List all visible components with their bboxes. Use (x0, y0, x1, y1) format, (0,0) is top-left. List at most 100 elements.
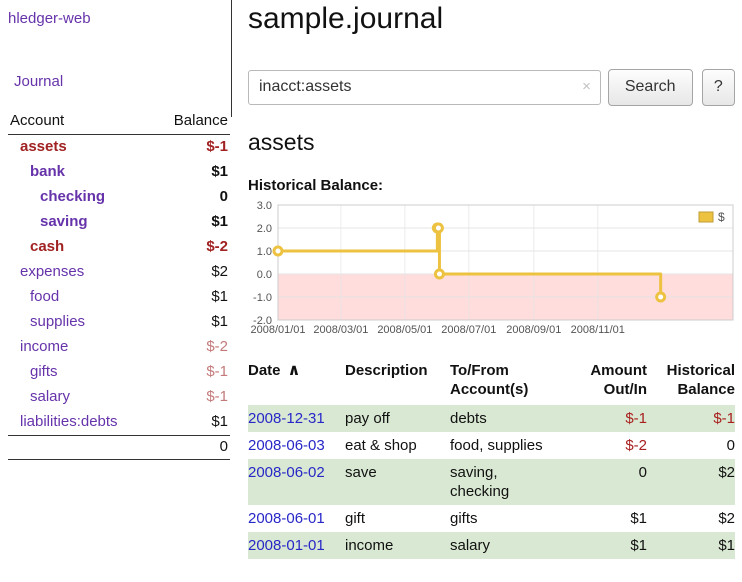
accounts-header-account: Account (8, 110, 155, 135)
transaction-date-link[interactable]: 2008-06-02 (248, 463, 325, 481)
account-link[interactable]: cash (30, 238, 65, 255)
account-link[interactable]: gifts (30, 363, 58, 380)
register-row: 2008-12-31 pay off debts $-1 $-1 (248, 404, 735, 432)
account-name-cell: liabilities:debts (8, 410, 155, 436)
register-header-balance: Historical Balance (666, 361, 735, 398)
account-name-cell: saving (8, 210, 155, 235)
register-description-cell: save (345, 463, 377, 481)
register-balance-cell: $2 (718, 463, 735, 481)
account-link[interactable]: assets (20, 138, 67, 155)
account-name-cell: gifts (8, 360, 155, 385)
register-date-cell: 2008-06-02 (248, 459, 345, 505)
account-link[interactable]: saving (40, 213, 88, 230)
register-accounts-cell: salary (450, 536, 491, 554)
clear-search-icon[interactable]: × (582, 77, 591, 95)
register-header-row: Date ∧ Description To/From Account(s) Amo… (248, 359, 735, 405)
historical-balance-chart[interactable]: $3.0 2.0 1.0 0.0 -1.0 -2.0 2008/01/01 2008/03/0… (248, 200, 735, 343)
register-row: 2008-06-03 eat & shop food, supplies $-2 0 (248, 432, 735, 459)
search-input[interactable] (249, 70, 572, 104)
accounts-header-row: Account Balance (8, 110, 230, 135)
account-balance: $-2 (206, 338, 228, 355)
register-row: 2008-01-01 income salary $1 $1 (248, 531, 735, 559)
register-header-accounts: To/From Account(s) (450, 361, 529, 398)
search-bar: × Search ? (248, 68, 735, 106)
account-name-cell: salary (8, 385, 155, 410)
journal-link[interactable]: Journal (14, 73, 64, 90)
account-link[interactable]: liabilities:debts (20, 413, 118, 430)
search-button[interactable]: Search (607, 68, 693, 106)
account-balance: $-1 (206, 138, 228, 155)
svg-text:0.0: 0.0 (257, 269, 272, 281)
account-link[interactable]: checking (40, 188, 106, 205)
account-balance: $1 (211, 163, 228, 180)
account-link[interactable]: expenses (20, 263, 85, 280)
register-balance-cell: $-1 (713, 409, 735, 427)
register-balance-cell: 0 (726, 436, 735, 454)
svg-text:2008/03/01: 2008/03/01 (313, 324, 368, 336)
svg-text:2008/05/01: 2008/05/01 (377, 324, 432, 336)
account-link[interactable]: supplies (30, 313, 86, 330)
register-balance-cell: $2 (718, 509, 735, 527)
register-header-date[interactable]: Date ∧ (248, 359, 345, 405)
register-accounts-cell: gifts (450, 509, 478, 527)
register-amount-cell: $-2 (625, 436, 647, 454)
svg-text:-1.0: -1.0 (253, 292, 272, 304)
svg-text:2008/09/01: 2008/09/01 (506, 324, 561, 336)
account-row: cash $-2 (8, 235, 230, 260)
account-name-cell: checking (8, 185, 155, 210)
transaction-date-link[interactable]: 2008-06-01 (248, 509, 325, 527)
account-balance: $2 (211, 263, 228, 280)
svg-text:2008/07/01: 2008/07/01 (441, 324, 496, 336)
svg-text:2008/11/01: 2008/11/01 (571, 324, 625, 336)
account-link[interactable]: food (30, 288, 60, 305)
account-link[interactable]: bank (30, 163, 66, 180)
register-date-cell: 2008-06-03 (248, 432, 345, 459)
sidebar: hledger-web Journal Account Balance asse… (0, 0, 232, 460)
transaction-date-link[interactable]: 2008-06-03 (248, 436, 325, 454)
account-name-cell: cash (8, 235, 155, 260)
svg-text:-2.0: -2.0 (253, 315, 272, 327)
account-name-cell: expenses (8, 260, 155, 285)
svg-text:1.0: 1.0 (257, 246, 272, 258)
account-row: expenses $2 (8, 260, 230, 285)
account-link[interactable]: income (20, 338, 69, 355)
svg-text:3.0: 3.0 (257, 201, 272, 212)
register-date-cell: 2008-12-31 (248, 405, 345, 432)
sort-asc-icon: ∧ (287, 361, 301, 379)
account-balance: $1 (211, 313, 228, 330)
account-row: checking 0 (8, 185, 230, 210)
chart-title: Historical Balance: (248, 176, 384, 194)
sidebar-divider (231, 0, 232, 117)
search-box: × (248, 69, 601, 105)
account-name-cell: supplies (8, 310, 155, 335)
app-title-link[interactable]: hledger-web (8, 10, 91, 27)
account-row: saving $1 (8, 210, 230, 235)
register-table: Date ∧ Description To/From Account(s) Amo… (248, 359, 735, 559)
account-row: food $1 (8, 285, 230, 310)
help-button[interactable]: ? (701, 68, 735, 106)
register-description-cell: pay off (345, 409, 390, 427)
account-balance: 0 (219, 188, 228, 205)
page-title: sample.journal (248, 2, 444, 35)
account-name-cell: income (8, 335, 155, 360)
account-name-cell: assets (8, 135, 155, 161)
register-description-cell: income (345, 536, 394, 554)
register-header-amount: Amount Out/In (590, 361, 647, 398)
account-row: bank $1 (8, 160, 230, 185)
account-row: salary $-1 (8, 385, 230, 410)
register-accounts-cell: debts (450, 409, 487, 427)
accounts-header-balance: Balance (154, 110, 230, 135)
account-row: gifts $-1 (8, 360, 230, 385)
register-row: 2008-06-01 gift gifts $1 $2 (248, 505, 735, 532)
register-date-cell: 2008-01-01 (248, 532, 345, 559)
accounts-total-value: 0 (154, 435, 230, 460)
account-link[interactable]: salary (30, 388, 71, 405)
account-balance: $-2 (206, 238, 228, 255)
account-balance: $1 (211, 213, 228, 230)
account-row: supplies $1 (8, 310, 230, 335)
account-heading: assets (248, 128, 315, 155)
svg-text:$: $ (718, 210, 725, 224)
transaction-date-link[interactable]: 2008-01-01 (248, 536, 325, 554)
transaction-date-link[interactable]: 2008-12-31 (248, 409, 325, 427)
